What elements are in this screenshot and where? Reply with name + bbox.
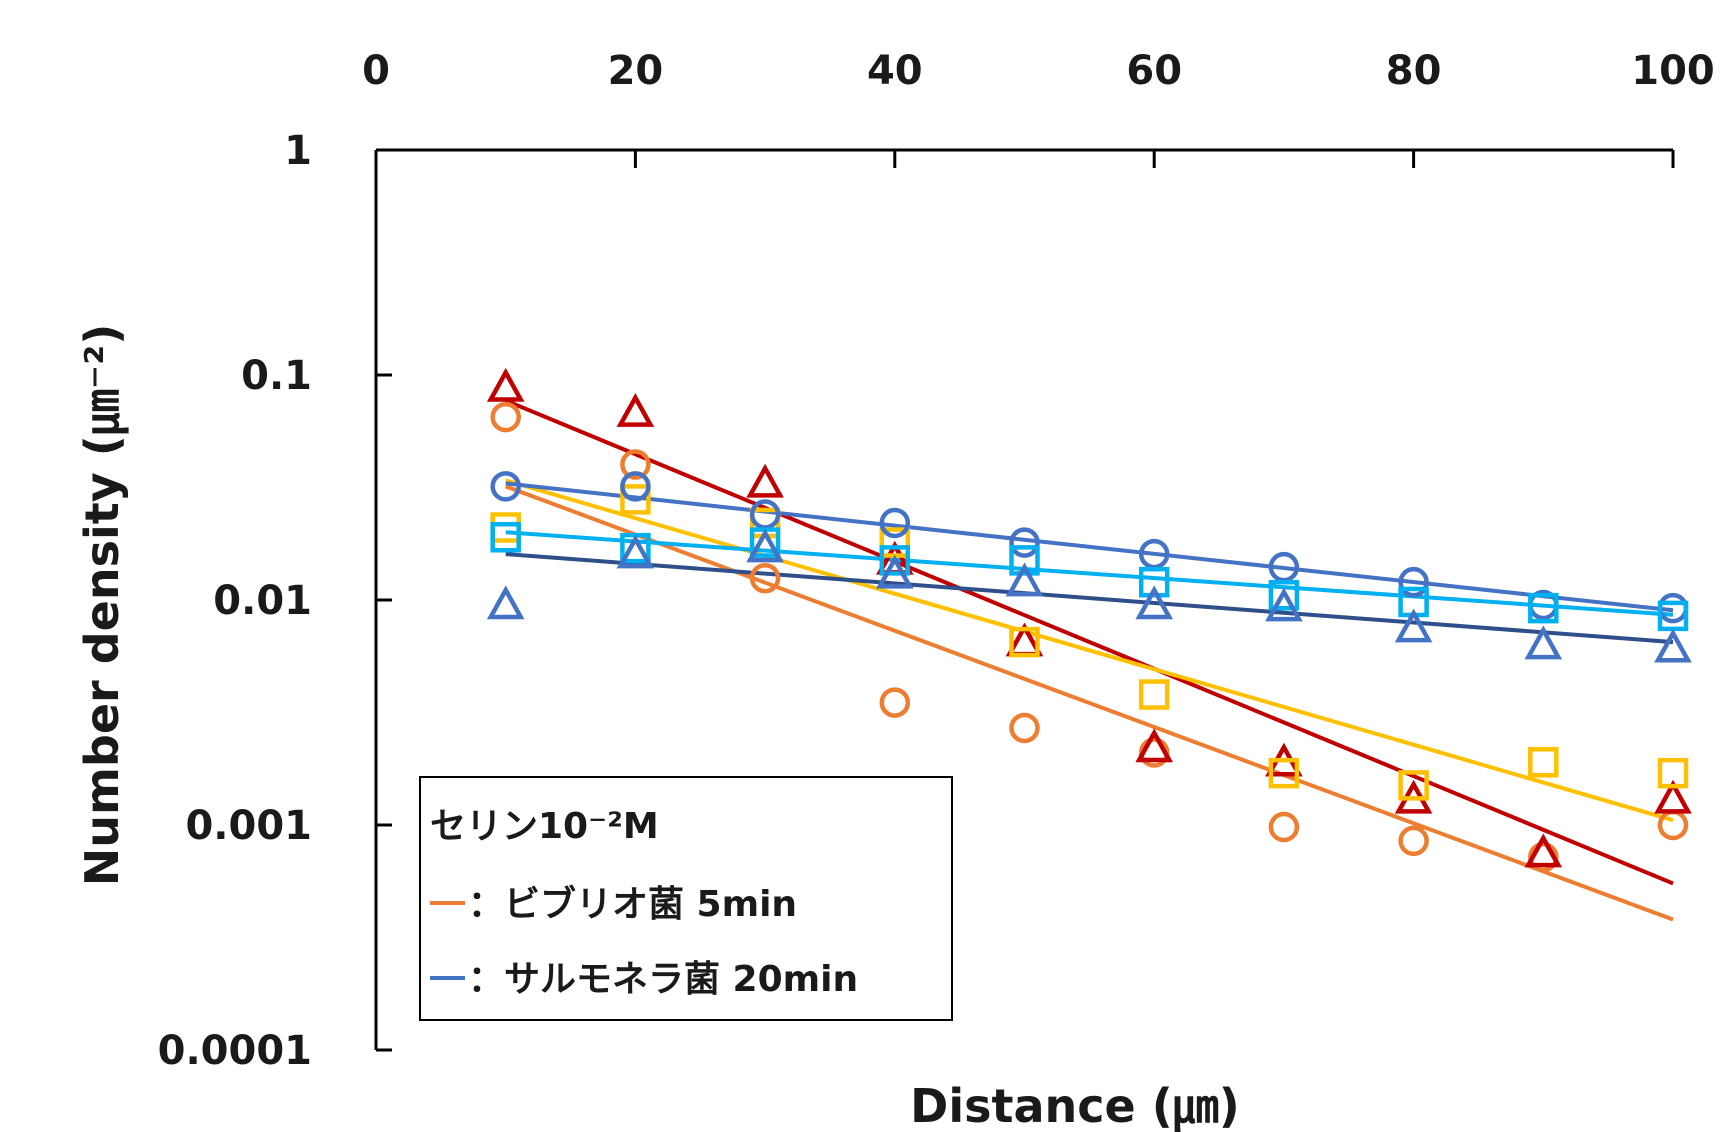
x-axis-title: Distance (㎛) (910, 1079, 1240, 1132)
data-point-triangle (1654, 779, 1692, 814)
fit-line (505, 530, 1674, 617)
data-point-circle (1398, 825, 1429, 857)
fit-line (505, 552, 1674, 645)
data-point-circle (490, 471, 521, 502)
data-point-triangle (746, 528, 784, 563)
y-tick-label: 1 (284, 128, 312, 174)
data-point-triangle (1265, 587, 1303, 622)
fit-line (505, 481, 1674, 613)
data-point-triangle (746, 463, 784, 498)
data-point-square (1657, 757, 1689, 789)
data-point-triangle (1005, 562, 1044, 597)
x-tick-label: 0 (362, 48, 390, 94)
data-point-triangle (616, 393, 655, 427)
data-point-circle (1657, 809, 1689, 841)
data-point-triangle (1135, 728, 1174, 763)
data-point-triangle (616, 534, 655, 569)
data-point-circle (620, 471, 651, 502)
data-point-circle (879, 687, 911, 718)
data-point-circle (490, 401, 521, 433)
x-tick-label: 100 (1631, 48, 1715, 94)
data-point-circle (1009, 712, 1040, 744)
data-point-circle (1268, 811, 1300, 843)
x-tick-label: 60 (1126, 48, 1182, 94)
data-point-square (1138, 679, 1170, 710)
fit-line (505, 484, 1674, 922)
data-point-triangle (1135, 585, 1174, 620)
data-point-circle (1398, 566, 1429, 598)
legend: セリン10⁻²M ：ビブリオ菌 5min ：サルモネラ菌 20min (419, 776, 953, 1021)
data-point-triangle (1524, 833, 1563, 868)
data-point-square (1009, 545, 1040, 576)
data-point-circle (1009, 527, 1040, 558)
fit-line (505, 478, 1674, 823)
y-tick-label: 0.0001 (158, 1028, 312, 1074)
x-tick-label: 80 (1386, 48, 1442, 94)
data-point-square (490, 522, 521, 553)
legend-label-vibrio: ：ビブリオ菌 5min (468, 883, 797, 925)
x-tick-label: 40 (867, 48, 923, 94)
x-tick-label: 20 (608, 48, 664, 94)
data-markers (486, 367, 1692, 873)
data-point-square (1009, 626, 1040, 658)
data-point-square (490, 512, 521, 543)
data-point-square (620, 484, 651, 515)
data-point-square (879, 545, 911, 576)
axes: 0 20 40 60 80 100 1 0.1 0.01 0.001 0.0001 (158, 48, 1715, 1074)
legend-box (419, 776, 953, 1021)
y-axis-title: Number density (㎛⁻²) (75, 324, 130, 887)
data-point-square (1268, 579, 1300, 611)
legend-label-salmonella: ：サルモネラ菌 20min (468, 959, 858, 1000)
data-point-triangle (1654, 628, 1692, 663)
data-point-triangle (486, 585, 525, 620)
y-tick-label: 0.1 (241, 353, 312, 399)
fit-line (504, 398, 1674, 886)
data-point-square (1398, 770, 1429, 801)
legend-title: セリン10⁻²M (430, 806, 659, 847)
data-point-square (1268, 757, 1300, 789)
data-point-square (1528, 592, 1559, 624)
data-point-circle (879, 507, 911, 539)
data-point-circle (620, 449, 651, 480)
data-point-triangle (1524, 625, 1563, 660)
data-point-square (1528, 747, 1559, 778)
data-point-triangle (875, 554, 914, 589)
data-point-circle (749, 562, 781, 594)
data-point-triangle (486, 367, 525, 402)
fit-lines (504, 398, 1674, 922)
data-point-square (1138, 566, 1170, 598)
data-point-triangle (1394, 608, 1433, 643)
y-tick-label: 0.01 (213, 578, 312, 624)
y-tick-label: 0.001 (185, 803, 312, 849)
